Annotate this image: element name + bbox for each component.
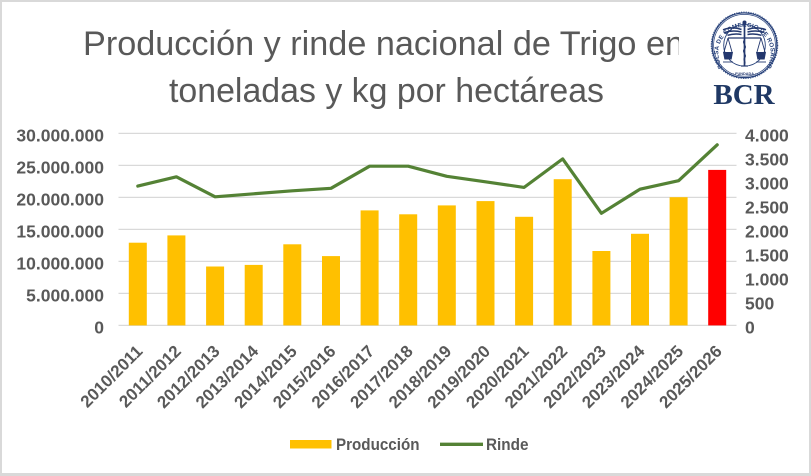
svg-text:3.500: 3.500	[745, 150, 789, 170]
svg-text:2.000: 2.000	[745, 222, 789, 242]
svg-text:5.000.000: 5.000.000	[26, 286, 104, 306]
svg-text:· • FUNDADA • ·: · • FUNDADA • ·	[730, 72, 758, 76]
svg-text:10.000.000: 10.000.000	[16, 254, 104, 274]
svg-text:30.000.000: 30.000.000	[16, 126, 104, 146]
svg-text:Producción: Producción	[336, 435, 420, 454]
svg-text:Rinde: Rinde	[486, 435, 529, 454]
svg-text:0: 0	[745, 318, 755, 338]
svg-text:toneladas y kg por hectáreas: toneladas y kg por hectáreas	[169, 72, 604, 110]
svg-text:25.000.000: 25.000.000	[16, 158, 104, 178]
svg-text:4.000: 4.000	[745, 126, 789, 146]
svg-text:3.000: 3.000	[745, 174, 789, 194]
svg-text:0: 0	[94, 318, 104, 338]
svg-text:1.000: 1.000	[745, 270, 789, 290]
svg-text:20.000.000: 20.000.000	[16, 190, 104, 210]
svg-text:500: 500	[745, 294, 774, 314]
svg-text:Producción y rinde nacional de: Producción y rinde nacional de Trigo en	[83, 25, 684, 63]
svg-text:15.000.000: 15.000.000	[16, 222, 104, 242]
svg-text:2.500: 2.500	[745, 198, 789, 218]
svg-text:1.500: 1.500	[745, 246, 789, 266]
svg-text:BCR: BCR	[713, 79, 775, 111]
